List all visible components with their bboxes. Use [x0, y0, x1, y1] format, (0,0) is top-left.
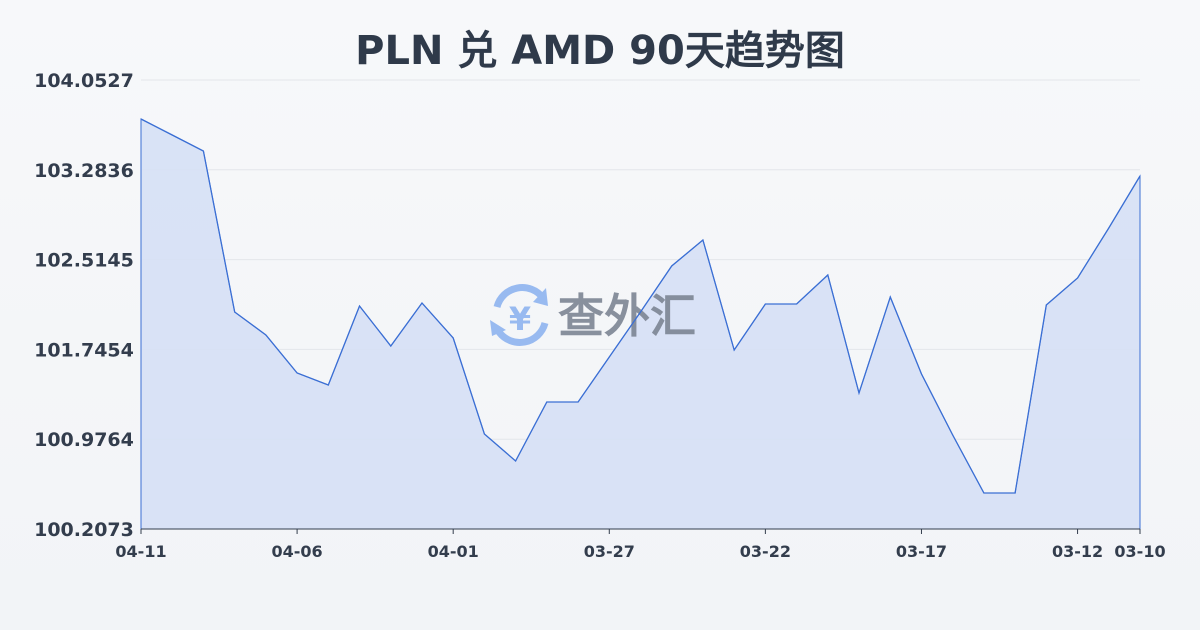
svg-text:¥: ¥: [509, 300, 531, 338]
x-tick-label: 04-11: [115, 542, 166, 561]
x-tick-label: 03-22: [740, 542, 791, 561]
y-tick-label: 101.7454: [34, 339, 134, 361]
chart-title: PLN 兑 AMD 90天趋势图: [355, 28, 845, 74]
yuan-exchange-icon: ¥: [490, 284, 549, 346]
x-tick-label: 03-27: [584, 542, 635, 561]
data-point-03-14: [1014, 492, 1016, 494]
y-tick-label: 100.9764: [34, 429, 134, 451]
data-point-04-02: [421, 302, 423, 304]
data-point-03-10: [1139, 175, 1141, 177]
x-tick-label: 03-17: [896, 542, 947, 561]
data-point-03-23: [733, 349, 735, 351]
data-point-03-27: [608, 356, 610, 358]
data-point-03-11: [1108, 227, 1110, 229]
watermark-text: 查外汇: [558, 289, 696, 343]
data-point-03-19: [858, 392, 860, 394]
data-point-04-07: [265, 334, 267, 336]
data-point-03-22: [764, 303, 766, 305]
data-point-03-12: [1077, 277, 1079, 279]
data-point-04-10: [171, 134, 173, 136]
data-point-04-03: [390, 345, 392, 347]
data-point-03-17: [920, 373, 922, 375]
data-point-04-08: [234, 311, 236, 313]
x-tick-label: 04-06: [272, 542, 323, 561]
data-point-04-04: [359, 305, 361, 307]
watermark: ¥ 查外汇: [490, 284, 696, 346]
data-point-04-05: [327, 384, 329, 386]
data-point-03-21: [796, 303, 798, 305]
y-tick-label: 102.5145: [34, 250, 134, 272]
y-tick-label: 100.2073: [34, 519, 134, 541]
data-point-03-26: [640, 311, 641, 313]
data-point-03-16: [952, 434, 954, 436]
data-point-04-06: [296, 372, 298, 374]
data-point-03-25: [671, 265, 673, 267]
data-point-04-11: [140, 118, 142, 120]
x-tick-label: 04-01: [428, 542, 479, 561]
data-point-03-31: [483, 433, 485, 435]
y-tick-label: 103.2836: [34, 160, 134, 182]
data-point-04-09: [202, 150, 204, 152]
data-point-03-30: [515, 460, 517, 462]
x-tick-label: 03-12: [1052, 542, 1103, 561]
data-point-03-24: [702, 239, 704, 241]
y-tick-label: 104.0527: [34, 70, 134, 92]
data-point-03-28: [577, 401, 579, 403]
data-point-03-20: [827, 274, 829, 276]
data-point-03-13: [1045, 304, 1047, 306]
data-point-03-18: [889, 296, 891, 298]
data-point-03-15: [983, 492, 985, 494]
data-point-04-01: [452, 337, 454, 339]
data-point-03-29: [546, 401, 548, 403]
x-tick-label: 03-10: [1114, 542, 1165, 561]
